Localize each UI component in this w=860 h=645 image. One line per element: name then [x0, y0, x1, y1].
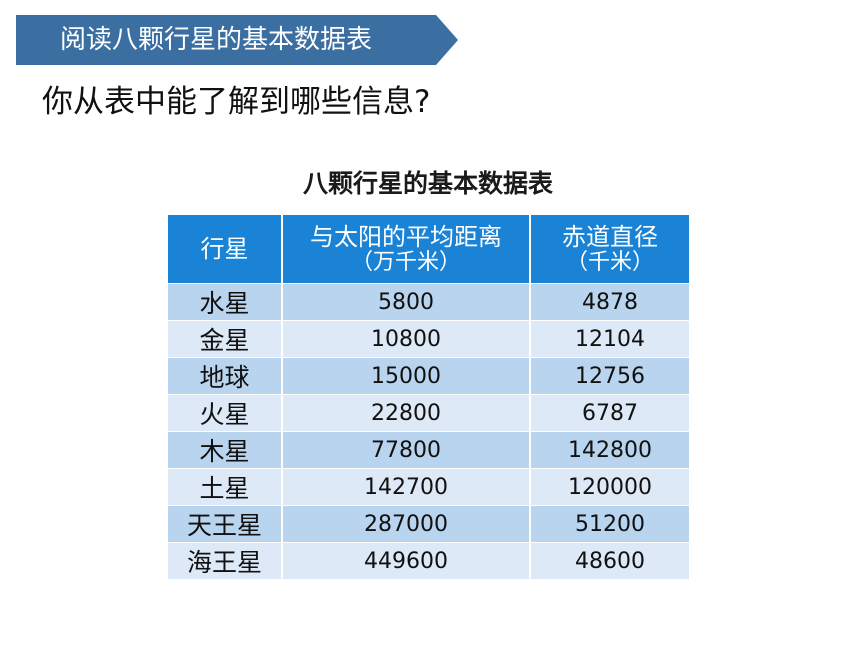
table-row: 海王星 449600 48600	[168, 542, 689, 579]
planet-distance: 22800	[282, 394, 531, 432]
table-header-row: 行星 与太阳的平均距离 （万千米） 赤道直径 （千米）	[168, 215, 689, 284]
planet-data-table: 行星 与太阳的平均距离 （万千米） 赤道直径 （千米） 水星 5800 4878…	[168, 215, 689, 579]
planet-name: 土星	[168, 468, 283, 506]
header-diameter: 赤道直径 （千米）	[530, 215, 689, 284]
planet-diameter: 12756	[530, 357, 689, 395]
planet-diameter: 51200	[530, 505, 689, 543]
planet-name: 地球	[168, 357, 283, 395]
planet-diameter: 142800	[530, 431, 689, 469]
planet-diameter: 4878	[530, 283, 689, 321]
planet-distance: 77800	[282, 431, 531, 469]
planet-name: 火星	[168, 394, 283, 432]
planet-distance: 287000	[282, 505, 531, 543]
planet-diameter: 48600	[530, 542, 689, 579]
table-row: 金星 10800 12104	[168, 320, 689, 358]
planet-name: 水星	[168, 283, 283, 321]
table-title: 八颗行星的基本数据表	[302, 169, 553, 198]
planet-diameter: 6787	[530, 394, 689, 432]
planet-name: 木星	[168, 431, 283, 469]
question-text: 你从表中能了解到哪些信息?	[42, 84, 431, 120]
header-distance-label: 与太阳的平均距离	[310, 223, 502, 251]
header-diameter-unit: （千米）	[565, 250, 654, 275]
planet-distance: 449600	[282, 542, 531, 579]
table-row: 土星 142700 120000	[168, 468, 689, 506]
table-row: 木星 77800 142800	[168, 431, 689, 469]
header-distance: 与太阳的平均距离 （万千米）	[282, 215, 531, 284]
header-planet: 行星	[168, 215, 283, 284]
banner-title: 阅读八颗行星的基本数据表	[60, 25, 373, 55]
planet-diameter: 120000	[530, 468, 689, 506]
table-row: 火星 22800 6787	[168, 394, 689, 432]
planet-diameter: 12104	[530, 320, 689, 358]
planet-name: 金星	[168, 320, 283, 358]
table-row: 天王星 287000 51200	[168, 505, 689, 543]
planet-distance: 15000	[282, 357, 531, 395]
table-row: 水星 5800 4878	[168, 283, 689, 321]
planet-distance: 10800	[282, 320, 531, 358]
header-diameter-label: 赤道直径	[562, 223, 658, 251]
planet-distance: 142700	[282, 468, 531, 506]
planet-distance: 5800	[282, 283, 531, 321]
header-planet-label: 行星	[200, 235, 249, 263]
section-banner: 阅读八颗行星的基本数据表	[16, 15, 458, 65]
header-distance-unit: （万千米）	[350, 250, 461, 275]
planet-name: 海王星	[168, 542, 283, 579]
planet-name: 天王星	[168, 505, 283, 543]
table-row: 地球 15000 12756	[168, 357, 689, 395]
